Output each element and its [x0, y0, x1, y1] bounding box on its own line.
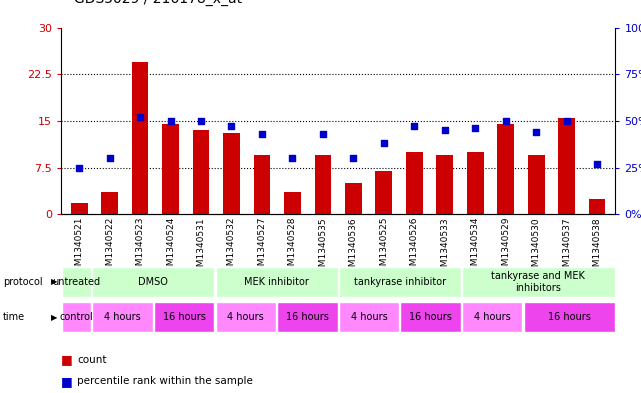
Point [470, 125, 480, 131]
Bar [101, 193, 118, 214]
Point [440, 127, 450, 133]
Bar [223, 133, 240, 214]
Bar [254, 155, 271, 214]
Bar [62, 302, 91, 332]
Bar [588, 198, 606, 214]
Text: GDS5029 / 216178_x_at: GDS5029 / 216178_x_at [74, 0, 242, 6]
Point [409, 123, 419, 130]
Bar [277, 302, 338, 332]
Point [74, 164, 85, 171]
Text: 4 hours: 4 hours [474, 312, 510, 322]
Point [165, 118, 176, 124]
Text: ▶: ▶ [51, 313, 58, 322]
Bar [467, 152, 483, 214]
Text: protocol: protocol [3, 277, 43, 287]
Bar [92, 302, 153, 332]
Point [562, 118, 572, 124]
Text: ■: ■ [61, 353, 72, 366]
Bar [558, 118, 575, 214]
Bar [462, 267, 615, 297]
Text: tankyrase and MEK
inhibitors: tankyrase and MEK inhibitors [492, 271, 585, 293]
Text: 4 hours: 4 hours [104, 312, 141, 322]
Bar [193, 130, 210, 214]
Point [501, 118, 511, 124]
Text: 16 hours: 16 hours [286, 312, 329, 322]
Text: 4 hours: 4 hours [351, 312, 387, 322]
Text: ▶: ▶ [51, 277, 58, 286]
Bar [215, 267, 338, 297]
Text: time: time [3, 312, 26, 322]
Text: DMSO: DMSO [138, 277, 168, 287]
Bar [92, 267, 214, 297]
Bar [338, 302, 399, 332]
Bar [162, 124, 179, 214]
Bar [528, 155, 544, 214]
Point [104, 155, 115, 161]
Point [196, 118, 206, 124]
Bar [132, 62, 149, 214]
Point [257, 131, 267, 137]
Text: percentile rank within the sample: percentile rank within the sample [77, 376, 253, 386]
Bar [154, 302, 214, 332]
Point [318, 131, 328, 137]
Point [531, 129, 541, 135]
Point [592, 161, 602, 167]
Bar [62, 267, 91, 297]
Text: untreated: untreated [52, 277, 101, 287]
Bar [524, 302, 615, 332]
Text: MEK inhibitor: MEK inhibitor [244, 277, 309, 287]
Text: tankyrase inhibitor: tankyrase inhibitor [354, 277, 445, 287]
Bar [315, 155, 331, 214]
Bar [345, 183, 362, 214]
Bar [338, 267, 461, 297]
Bar [401, 302, 461, 332]
Text: 16 hours: 16 hours [409, 312, 452, 322]
Bar [376, 171, 392, 214]
Bar [284, 193, 301, 214]
Text: ■: ■ [61, 375, 72, 388]
Bar [406, 152, 422, 214]
Bar [215, 302, 276, 332]
Bar [462, 302, 522, 332]
Point [287, 155, 297, 161]
Text: 4 hours: 4 hours [228, 312, 264, 322]
Bar [497, 124, 514, 214]
Bar [437, 155, 453, 214]
Text: 16 hours: 16 hours [163, 312, 206, 322]
Text: 16 hours: 16 hours [547, 312, 590, 322]
Point [226, 123, 237, 130]
Point [348, 155, 358, 161]
Bar [71, 203, 88, 214]
Text: control: control [60, 312, 93, 322]
Point [379, 140, 389, 146]
Text: count: count [77, 354, 106, 365]
Point [135, 114, 146, 120]
